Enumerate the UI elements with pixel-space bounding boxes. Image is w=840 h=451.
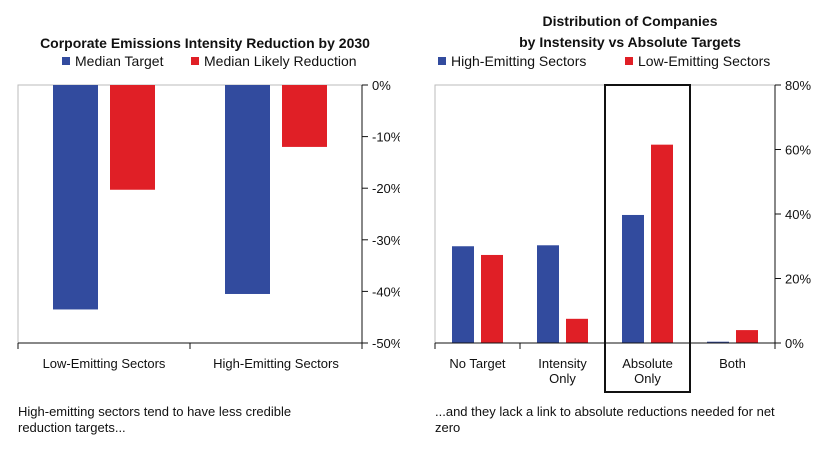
y-tick-label: 0% — [372, 78, 391, 93]
x-tick-label: Only — [549, 371, 576, 386]
y-tick-label: 60% — [785, 143, 811, 158]
bar-median-target-high-emitting-sectors — [225, 85, 270, 294]
bar-low-emitting-sectors-absolute-only — [651, 144, 673, 343]
legend-swatch-low-emitting — [625, 57, 633, 65]
chart-title-line-1: Distribution of Companies — [543, 13, 718, 29]
y-tick-label: 20% — [785, 272, 811, 287]
legend-swatch-median-likely-reduction — [191, 57, 199, 65]
y-tick-label: -10% — [372, 130, 400, 145]
bar-median-likely-reduction-low-emitting-sectors — [110, 85, 155, 190]
target-distribution-chart: Distribution of Companies by Instensity … — [434, 13, 811, 393]
y-tick-label: 0% — [785, 336, 804, 351]
bar-low-emitting-sectors-no-target — [481, 254, 503, 343]
legend-label-median-target: Median Target — [75, 53, 164, 69]
x-tick-label: Both — [719, 356, 746, 371]
emissions-intensity-chart: Corporate Emissions Intensity Reduction … — [17, 35, 400, 371]
left-caption: High-emitting sectors tend to have less … — [18, 404, 292, 435]
bar-median-likely-reduction-high-emitting-sectors — [282, 85, 327, 147]
y-tick-label: -40% — [372, 284, 400, 299]
y-tick-label: -50% — [372, 336, 400, 351]
plot-area: 0%20%40%60%80%No Target IntensityOnlyAbso… — [434, 78, 811, 393]
legend-label-low-emitting: Low-Emitting Sectors — [638, 53, 770, 69]
x-tick-label: Only — [634, 371, 661, 386]
plot-area: 0% -10% -20% -30% -40% -50% Low-Emitting Secto… — [17, 78, 400, 371]
bar-median-target-low-emitting-sectors — [53, 85, 98, 310]
y-tick-label: 40% — [785, 207, 811, 222]
x-tick-label: Intensity — [538, 356, 587, 371]
bar-high-emitting-sectors-intensity-only — [537, 245, 559, 343]
bar-high-emitting-sectors-no-target — [452, 246, 474, 343]
legend: Median Target Median Likely Reduction — [62, 53, 357, 69]
y-tick-label: -20% — [372, 181, 400, 196]
bar-high-emitting-sectors-absolute-only — [622, 214, 644, 343]
y-tick-label: -30% — [372, 233, 400, 248]
legend-swatch-high-emitting — [438, 57, 446, 65]
x-tick-label: No Target — [449, 356, 506, 371]
legend-label-median-likely-reduction: Median Likely Reduction — [204, 53, 357, 69]
chart-title-line-2: by Instensity vs Absolute Targets — [519, 34, 741, 50]
bar-high-emitting-sectors-both — [707, 341, 729, 343]
chart-title: Corporate Emissions Intensity Reduction … — [40, 35, 370, 51]
legend-label-high-emitting: High-Emitting Sectors — [451, 53, 586, 69]
bar-low-emitting-sectors-intensity-only — [566, 318, 588, 343]
highlight-box — [604, 84, 691, 393]
legend-swatch-median-target — [62, 57, 70, 65]
y-tick-label: 80% — [785, 78, 811, 93]
right-caption: ...and they lack a link to absolute redu… — [435, 404, 775, 435]
bar-low-emitting-sectors-both — [736, 330, 758, 343]
legend: High-Emitting Sectors Low-Emitting Secto… — [438, 53, 770, 69]
x-tick-label: High-Emitting Sectors — [213, 356, 339, 371]
x-tick-label: Absolute — [622, 356, 673, 371]
x-tick-label: Low-Emitting Sectors — [43, 356, 166, 371]
